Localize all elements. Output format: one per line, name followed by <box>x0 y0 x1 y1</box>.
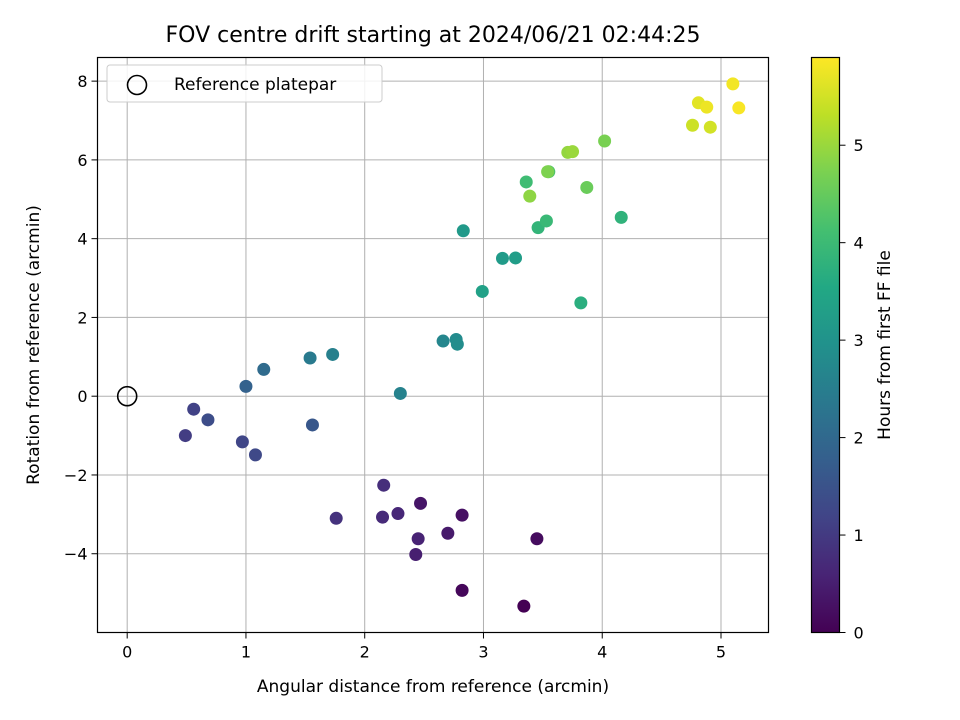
data-points <box>178 77 746 613</box>
x-tick-label: 1 <box>241 643 251 662</box>
data-point <box>201 413 215 427</box>
data-point <box>455 583 469 597</box>
x-axis-ticks: 0 1 2 3 4 5 <box>122 632 726 662</box>
data-point <box>409 548 423 562</box>
y-tick-label: −2 <box>64 466 88 485</box>
x-tick-label: 3 <box>478 643 488 662</box>
data-point <box>509 251 523 265</box>
data-point <box>411 532 425 546</box>
data-point <box>239 379 253 393</box>
colorbar-tick-label: 5 <box>854 136 864 155</box>
y-tick-label: 0 <box>77 387 87 406</box>
legend-box <box>106 64 383 103</box>
data-point <box>326 347 340 361</box>
colorbar <box>810 56 841 634</box>
y-tick-label: 8 <box>77 72 87 91</box>
data-point <box>257 362 271 376</box>
colorbar-tick-label: 2 <box>854 429 864 448</box>
data-point <box>450 337 464 351</box>
colorbar-tick-label: 3 <box>854 331 864 350</box>
data-point <box>377 478 391 492</box>
data-point <box>530 532 544 546</box>
data-point <box>726 77 740 91</box>
data-point <box>580 180 594 194</box>
data-point <box>703 120 717 134</box>
data-point <box>523 189 537 203</box>
data-point <box>574 296 588 310</box>
colorbar-tick-label: 4 <box>854 234 864 253</box>
y-axis-ticks: −4 −2 0 2 4 6 8 <box>64 72 98 564</box>
data-point <box>178 429 192 443</box>
y-tick-label: 4 <box>77 230 87 249</box>
data-point <box>187 402 201 416</box>
legend-reference-marker <box>126 74 148 96</box>
data-point <box>456 224 470 238</box>
data-point <box>685 118 699 132</box>
data-point <box>614 210 628 224</box>
y-tick-label: 2 <box>77 308 87 327</box>
data-point <box>566 145 580 159</box>
x-tick-label: 2 <box>360 643 370 662</box>
data-point <box>732 101 746 115</box>
data-point <box>495 251 509 265</box>
data-point <box>393 386 407 400</box>
data-point <box>329 511 343 525</box>
legend: Reference platepar <box>106 64 383 103</box>
x-tick-label: 4 <box>597 643 607 662</box>
x-tick-label: 5 <box>716 643 726 662</box>
data-point <box>441 526 455 540</box>
data-point <box>248 448 262 462</box>
data-point <box>391 507 405 521</box>
data-point <box>235 435 249 449</box>
y-tick-label: −4 <box>64 545 88 564</box>
colorbar-tick-label: 0 <box>854 624 864 643</box>
x-axis-label: Angular distance from reference (arcmin) <box>257 677 609 697</box>
data-point <box>455 508 469 522</box>
data-point <box>519 175 533 189</box>
data-point <box>376 510 390 524</box>
y-tick-label: 6 <box>77 151 87 170</box>
data-point <box>539 214 553 228</box>
data-point <box>414 496 428 510</box>
colorbar-ticks: 0 1 2 3 4 5 <box>839 136 864 643</box>
reference-platepar-marker <box>116 385 138 407</box>
data-point <box>475 284 489 298</box>
data-point <box>700 100 714 114</box>
data-point <box>541 165 555 179</box>
data-point <box>305 418 319 432</box>
legend-entry-label: Reference platepar <box>174 75 336 95</box>
colorbar-tick-label: 1 <box>854 526 864 545</box>
x-tick-label: 0 <box>122 643 132 662</box>
data-point <box>598 134 612 148</box>
y-axis-label: Rotation from reference (arcmin) <box>24 205 44 485</box>
data-point <box>303 351 317 365</box>
data-point <box>436 334 450 348</box>
chart-title: FOV centre drift starting at 2024/06/21 … <box>166 23 701 48</box>
data-point <box>517 599 531 613</box>
plot-frame <box>96 56 770 634</box>
colorbar-label: Hours from first FF file <box>875 250 895 440</box>
grid-lines <box>97 57 769 633</box>
